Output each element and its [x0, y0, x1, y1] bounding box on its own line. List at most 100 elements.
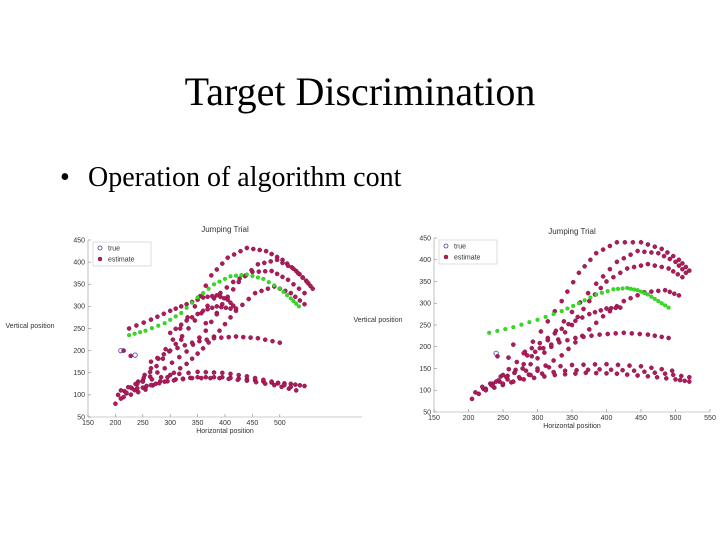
- y-tick-label: 150: [73, 370, 85, 377]
- estimate-point: [275, 381, 281, 386]
- highlight-point: [511, 325, 516, 330]
- estimate-point: [631, 264, 637, 270]
- estimate-point: [670, 253, 676, 259]
- estimate-point: [269, 251, 274, 257]
- highlight-point: [127, 333, 132, 338]
- highlight-point: [222, 276, 228, 281]
- estimate-point: [589, 333, 594, 338]
- x-tick-label: 250: [497, 415, 509, 422]
- estimate-point: [645, 373, 651, 379]
- estimate-point: [638, 263, 644, 268]
- x-tick-label: 200: [110, 420, 122, 427]
- x-tick-label: 500: [274, 420, 286, 427]
- highlight-point: [615, 286, 621, 291]
- estimate-point: [559, 298, 564, 304]
- estimate-point: [645, 261, 651, 267]
- estimate-point: [238, 248, 243, 254]
- estimate-point: [565, 289, 570, 294]
- estimate-point: [240, 302, 245, 308]
- estimate-point: [546, 364, 552, 370]
- highlight-point: [551, 311, 556, 317]
- estimate-point: [300, 275, 305, 280]
- estimate-point: [604, 306, 609, 311]
- estimate-point: [506, 355, 511, 360]
- highlight-point: [179, 310, 184, 316]
- estimate-point: [256, 269, 262, 274]
- estimate-point: [539, 371, 545, 376]
- highlight-point: [576, 301, 581, 306]
- estimate-point: [615, 362, 621, 368]
- estimate-point: [608, 367, 614, 373]
- estimate-point: [162, 379, 167, 384]
- estimate-point: [195, 311, 200, 317]
- x-tick-label: 400: [219, 420, 231, 427]
- estimate-point: [510, 379, 516, 384]
- estimate-point: [293, 388, 299, 393]
- estimate-point: [171, 370, 177, 376]
- estimate-point: [569, 362, 575, 368]
- estimate-point: [624, 372, 630, 377]
- y-tick-label: 250: [73, 326, 85, 333]
- highlight-point: [195, 295, 200, 300]
- highlight-point: [487, 330, 492, 335]
- x-tick-label: 200: [463, 415, 475, 422]
- highlight-point: [495, 328, 500, 333]
- legend-true-marker: [443, 243, 449, 249]
- estimate-point: [586, 327, 592, 332]
- estimate-point: [628, 252, 633, 258]
- estimate-point: [545, 335, 551, 341]
- highlight-point: [173, 314, 178, 319]
- estimate-point: [209, 293, 215, 299]
- estimate-point: [678, 373, 684, 379]
- y-tick-label: 350: [419, 279, 431, 286]
- highlight-point: [652, 296, 657, 301]
- highlight-point: [255, 275, 260, 280]
- highlight-point: [168, 317, 173, 322]
- estimate-point: [683, 270, 689, 276]
- estimate-point: [686, 374, 692, 380]
- estimate-point: [270, 338, 275, 344]
- estimate-point: [175, 345, 180, 351]
- estimate-point: [665, 250, 670, 255]
- estimate-point: [228, 315, 233, 320]
- estimate-point: [530, 339, 536, 344]
- estimate-point: [192, 304, 198, 309]
- estimate-point: [297, 382, 303, 388]
- estimate-point: [613, 305, 619, 311]
- estimate-point: [200, 346, 206, 351]
- highlight-point: [217, 279, 222, 284]
- estimate-point: [148, 382, 154, 388]
- highlight-point: [296, 304, 302, 309]
- y-tick-label: 50: [423, 409, 431, 416]
- estimate-point: [134, 385, 140, 391]
- estimate-point: [277, 340, 283, 345]
- estimate-point: [186, 326, 191, 331]
- estimate-point: [158, 374, 164, 380]
- estimate-point: [148, 365, 154, 371]
- estimate-point: [128, 353, 133, 359]
- highlight-point: [642, 291, 647, 296]
- estimate-point: [524, 353, 530, 358]
- legend-box: [438, 239, 498, 265]
- highlight-point: [138, 330, 143, 335]
- estimate-point: [249, 267, 254, 273]
- highlight-point: [611, 287, 616, 292]
- estimate-point: [607, 243, 613, 249]
- estimate-point: [569, 309, 575, 315]
- highlight-point: [638, 289, 644, 294]
- estimate-point: [288, 384, 294, 390]
- estimate-point: [262, 381, 268, 386]
- estimate-point: [649, 365, 654, 371]
- estimate-point: [600, 314, 606, 319]
- chart-title: Jumping Trial: [548, 227, 596, 236]
- estimate-point: [655, 288, 661, 294]
- estimate-point: [683, 264, 689, 270]
- estimate-point: [676, 293, 682, 298]
- estimate-point: [302, 290, 307, 296]
- estimate-point: [661, 253, 667, 259]
- estimate-point: [285, 277, 291, 283]
- highlight-point: [620, 286, 625, 291]
- estimate-point: [551, 369, 556, 375]
- estimate-point: [631, 368, 637, 373]
- estimate-point: [184, 301, 189, 307]
